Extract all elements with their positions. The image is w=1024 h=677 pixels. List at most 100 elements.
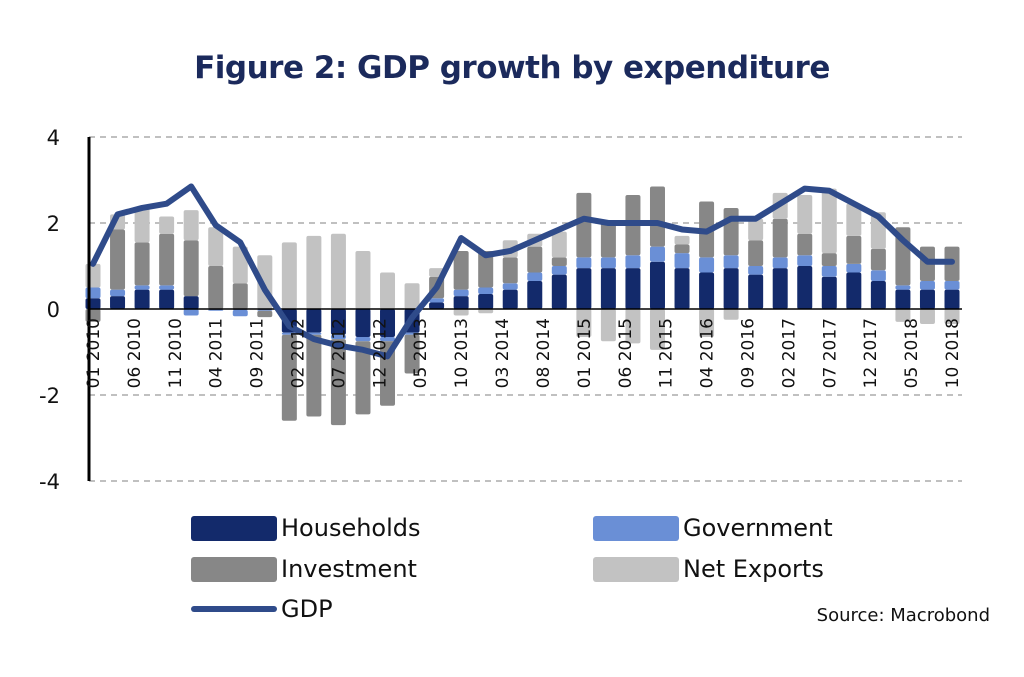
bar-households <box>944 289 960 309</box>
x-tick-label: 04 2016 <box>698 318 718 388</box>
bar-households <box>600 268 616 309</box>
bar-households <box>551 274 567 309</box>
bar-net-exports <box>821 188 837 254</box>
bar-investment <box>257 310 273 318</box>
bar-net-exports <box>183 210 199 241</box>
bar-government <box>281 332 297 335</box>
bar-households <box>919 289 935 309</box>
legend-label-government: Government <box>683 514 833 542</box>
bar-households <box>674 268 690 309</box>
bar-investment <box>600 223 616 258</box>
bar-investment <box>502 257 518 284</box>
bar-government <box>551 266 567 275</box>
chart-title: Figure 2: GDP growth by expenditure <box>194 50 830 86</box>
bar-government <box>870 270 886 282</box>
x-tick-label: 06 2010 <box>125 318 145 388</box>
x-tick-label: 07 2017 <box>820 318 840 388</box>
bar-net-exports <box>944 309 960 325</box>
bar-households <box>748 274 764 309</box>
x-tick-label: 05 2013 <box>411 318 431 388</box>
bar-investment <box>846 235 862 264</box>
bar-investment <box>306 334 322 417</box>
x-tick-label: 02 2012 <box>289 318 309 388</box>
x-tick-label: 09 2016 <box>738 318 758 388</box>
bar-investment <box>649 186 665 247</box>
y-tick-label: 2 <box>47 212 60 236</box>
x-tick-label: 11 2015 <box>657 318 677 388</box>
y-tick-label: -4 <box>39 470 60 494</box>
bar-net-exports <box>846 203 862 236</box>
bar-investment <box>551 257 567 266</box>
source-note: Source: Macrobond <box>816 605 990 626</box>
bar-investment <box>110 229 126 290</box>
bar-net-exports <box>723 309 739 320</box>
bar-households <box>649 261 665 309</box>
x-tick-label: 02 2017 <box>779 318 799 388</box>
bar-government <box>502 283 518 290</box>
legend-net-exports: Net Exports <box>593 555 824 583</box>
bar-government <box>110 289 126 297</box>
bar-net-exports <box>649 309 665 350</box>
bar-households <box>870 281 886 309</box>
bar-government <box>453 289 469 297</box>
bar-government <box>600 257 616 269</box>
bar-investment <box>723 207 739 256</box>
bar-government <box>699 257 715 273</box>
bar-government <box>183 309 199 316</box>
x-tick-label: 10 2018 <box>943 318 963 388</box>
bar-households <box>134 289 150 309</box>
bar-net-exports <box>919 309 935 325</box>
bar-net-exports <box>748 218 764 241</box>
legend-line-gdp <box>191 606 277 612</box>
y-tick-label: 0 <box>47 298 60 322</box>
legend-label-households: Households <box>281 514 421 542</box>
bar-net-exports <box>306 235 322 309</box>
bar-government <box>576 257 592 269</box>
bar-government <box>748 266 764 275</box>
bar-net-exports <box>281 242 297 309</box>
gdp-line <box>90 183 955 360</box>
bar-investment <box>281 334 297 421</box>
bar-households <box>723 268 739 309</box>
bar-investment <box>527 246 543 273</box>
bar-net-exports <box>380 272 396 309</box>
bar-investment <box>748 240 764 266</box>
x-tick-label: 08 2014 <box>534 318 554 388</box>
bar-households <box>453 296 469 309</box>
bar-investment <box>183 240 199 297</box>
x-tick-label: 11 2010 <box>166 318 186 388</box>
bar-investment <box>821 253 837 266</box>
bar-households <box>159 289 175 309</box>
bar-government <box>232 309 248 317</box>
bar-net-exports <box>576 309 592 337</box>
bar-government <box>895 285 911 290</box>
bar-government <box>355 336 371 342</box>
bar-investment <box>134 242 150 286</box>
bars <box>85 186 960 426</box>
bar-households <box>429 302 445 309</box>
bar-net-exports <box>208 227 224 266</box>
bar-government <box>404 332 420 335</box>
bar-government <box>208 309 224 311</box>
bar-government <box>625 255 641 269</box>
bar-households <box>576 268 592 309</box>
legend-gdp: GDP <box>191 595 333 623</box>
bar-investment <box>159 233 175 286</box>
legend-swatch-net-exports <box>593 556 679 582</box>
bar-government <box>821 266 837 277</box>
bar-government <box>944 281 960 290</box>
bar-investment <box>355 341 371 415</box>
bar-net-exports <box>699 309 715 337</box>
x-tick-label: 07 2012 <box>329 318 349 388</box>
bar-households <box>895 289 911 309</box>
bar-net-exports <box>159 216 175 234</box>
bar-investment <box>674 244 690 254</box>
bar-net-exports <box>355 250 371 309</box>
bar-investment <box>404 334 420 374</box>
bar-government <box>797 255 813 266</box>
x-tick-label: 01 2010 <box>84 318 104 388</box>
bar-government <box>380 336 396 342</box>
bar-net-exports <box>330 233 346 309</box>
bar-government <box>772 257 788 269</box>
